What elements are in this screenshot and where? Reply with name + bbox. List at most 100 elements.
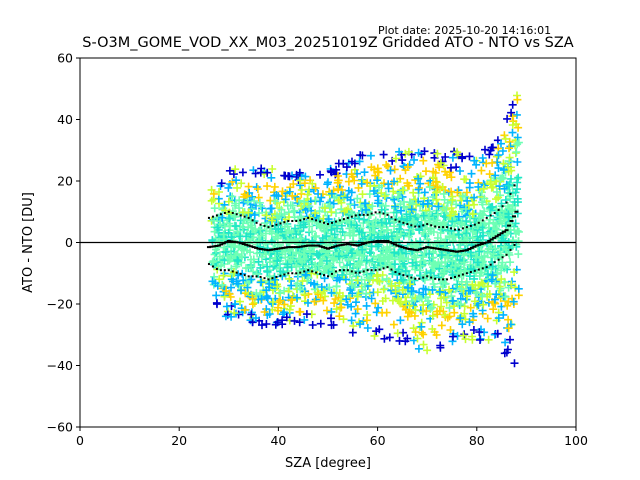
- data-point: [335, 258, 344, 267]
- data-point: [458, 152, 467, 161]
- data-point: [325, 202, 334, 211]
- mean-marker: [278, 247, 283, 250]
- data-point: [428, 311, 437, 320]
- data-point: [280, 300, 289, 309]
- data-point: [469, 309, 478, 318]
- mean-marker: [244, 243, 249, 246]
- upper-sigma-marker: [362, 213, 365, 216]
- data-point: [431, 240, 440, 248]
- data-point: [330, 230, 339, 239]
- data-point: [395, 147, 404, 156]
- upper-sigma-marker: [219, 213, 222, 216]
- data-point: [251, 169, 260, 178]
- data-point: [327, 321, 336, 330]
- data-point: [273, 282, 282, 291]
- lower-sigma-marker: [223, 269, 226, 272]
- mean-marker: [360, 243, 365, 246]
- data-point: [375, 277, 384, 286]
- data-point: [504, 167, 513, 176]
- data-point: [254, 237, 263, 246]
- data-point: [376, 257, 385, 266]
- data-point: [450, 308, 459, 317]
- lower-sigma-marker: [299, 271, 302, 274]
- upper-sigma-marker: [334, 220, 337, 223]
- lower-sigma-marker: [334, 270, 337, 273]
- data-point: [448, 256, 457, 265]
- data-point: [333, 178, 342, 187]
- mean-marker: [303, 244, 308, 247]
- data-point: [332, 305, 341, 314]
- data-point: [220, 235, 228, 244]
- data-point: [327, 208, 336, 217]
- data-point: [415, 226, 424, 235]
- data-point: [396, 299, 405, 308]
- data-point: [402, 249, 410, 258]
- data-point: [441, 186, 449, 195]
- data-point: [476, 336, 484, 344]
- data-point: [513, 95, 522, 104]
- mean-marker: [440, 248, 445, 251]
- upper-sigma-marker: [291, 219, 294, 222]
- data-point: [316, 170, 324, 179]
- lower-sigma-marker: [426, 275, 429, 278]
- data-point: [240, 305, 249, 314]
- mean-marker: [395, 244, 400, 247]
- y-tick-label: 0: [65, 235, 73, 250]
- data-point: [439, 293, 448, 302]
- lower-sigma-marker: [354, 271, 357, 274]
- data-point: [210, 250, 219, 259]
- data-point: [483, 248, 492, 257]
- data-point: [213, 223, 222, 232]
- data-point: [355, 261, 364, 269]
- lower-sigma-marker: [485, 266, 488, 269]
- data-point: [296, 234, 305, 243]
- data-point: [454, 230, 463, 239]
- data-point: [225, 166, 234, 175]
- lower-sigma-marker: [243, 274, 246, 277]
- mean-marker: [261, 248, 266, 251]
- data-point: [243, 283, 252, 292]
- data-point: [334, 196, 343, 205]
- data-point: [373, 199, 382, 208]
- data-point: [514, 250, 523, 259]
- data-point: [316, 197, 324, 206]
- lower-sigma-marker: [501, 256, 504, 259]
- data-point: [375, 325, 384, 334]
- upper-sigma-marker: [283, 221, 286, 224]
- data-point: [375, 183, 383, 192]
- data-point: [300, 315, 309, 324]
- data-point: [231, 165, 240, 174]
- data-point: [273, 256, 282, 265]
- mean-marker: [296, 246, 301, 249]
- data-point: [460, 302, 469, 311]
- data-point: [416, 179, 425, 188]
- data-point: [248, 294, 257, 303]
- data-point: [291, 224, 299, 233]
- mean-marker: [273, 248, 278, 251]
- x-tick-label: 100: [564, 433, 588, 448]
- data-point: [283, 260, 292, 269]
- data-point: [300, 254, 309, 263]
- x-tick-label: 60: [370, 433, 386, 448]
- mean-marker: [462, 249, 467, 252]
- data-point: [399, 275, 407, 284]
- lower-sigma-marker: [303, 270, 306, 273]
- upper-sigma-marker: [497, 208, 500, 211]
- mean-marker: [487, 239, 492, 242]
- data-point: [465, 249, 474, 258]
- upper-sigma-marker: [358, 213, 361, 216]
- data-point: [333, 224, 341, 233]
- x-tick-label: 40: [270, 433, 286, 448]
- mean-marker: [350, 243, 355, 246]
- data-point: [448, 236, 457, 245]
- data-point: [218, 213, 227, 222]
- mean-marker: [502, 230, 507, 233]
- data-point: [258, 321, 266, 330]
- data-point: [273, 318, 282, 327]
- data-point: [274, 303, 282, 312]
- data-point: [478, 154, 487, 162]
- data-point: [497, 275, 506, 284]
- data-point: [297, 185, 306, 194]
- lower-sigma-marker: [362, 270, 365, 273]
- data-point: [247, 275, 256, 284]
